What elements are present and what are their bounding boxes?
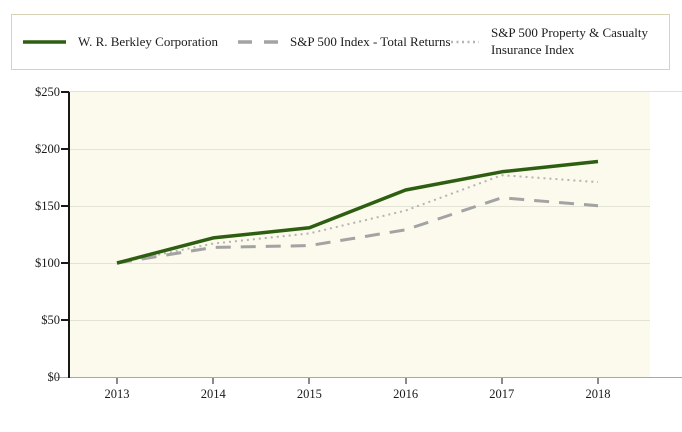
top-boundary-line bbox=[69, 91, 682, 92]
y-axis-line bbox=[68, 92, 70, 378]
x-axis-label: 2016 bbox=[393, 387, 419, 401]
gridline bbox=[69, 320, 650, 321]
gridline bbox=[69, 149, 650, 150]
y-axis-label: $0 bbox=[47, 370, 61, 384]
x-axis-label: 2013 bbox=[104, 387, 130, 401]
y-axis-label: $200 bbox=[35, 142, 60, 156]
data-lines bbox=[116, 159, 599, 265]
legend-sample-glyph bbox=[238, 40, 278, 44]
chart-legend: W. R. Berkley Corporation S&P 500 Index … bbox=[11, 14, 670, 70]
y-axis-label: $150 bbox=[35, 199, 60, 213]
y-axis-label: $250 bbox=[35, 85, 60, 99]
x-axis-tick bbox=[597, 378, 599, 384]
x-axis-label: 2018 bbox=[585, 387, 611, 401]
legend-item-sp500-pc-insurance: S&P 500 Property & Casualty Insurance In… bbox=[451, 15, 671, 69]
legend-item-sp500-total-returns: S&P 500 Index - Total Returns bbox=[238, 15, 451, 69]
legend-line-sample-solid bbox=[23, 39, 66, 45]
x-axis-tick bbox=[308, 378, 311, 384]
legend-sample-glyph bbox=[23, 40, 66, 44]
y-axis-tick bbox=[61, 91, 69, 93]
series-line-solid bbox=[116, 159, 599, 265]
x-axis-label: 2014 bbox=[200, 387, 226, 401]
y-axis-tick bbox=[61, 262, 69, 264]
x-axis-label: 2015 bbox=[296, 387, 322, 401]
series-line-dotted bbox=[116, 174, 599, 264]
y-axis-tick bbox=[61, 148, 69, 150]
plot-area bbox=[69, 92, 650, 377]
x-axis-line bbox=[56, 377, 682, 378]
legend-label: S&P 500 Index - Total Returns bbox=[290, 33, 451, 49]
x-axis-label: 2017 bbox=[489, 387, 515, 401]
legend-line-sample-dashed bbox=[238, 39, 278, 45]
y-axis-tick bbox=[61, 319, 69, 321]
legend-sample-glyph bbox=[451, 40, 479, 44]
x-axis-tick bbox=[116, 378, 118, 384]
y-axis-label: $50 bbox=[41, 313, 60, 327]
y-axis-label: $100 bbox=[35, 256, 60, 270]
legend-label: S&P 500 Property & Casualty Insurance In… bbox=[491, 25, 648, 57]
legend-item-wr-berkley: W. R. Berkley Corporation bbox=[23, 15, 218, 69]
gridline bbox=[69, 263, 650, 264]
legend-line-sample-dotted bbox=[451, 39, 479, 45]
y-axis-tick bbox=[61, 205, 69, 207]
series-line-dashed bbox=[116, 196, 599, 265]
x-axis-tick bbox=[500, 378, 503, 384]
legend-label: W. R. Berkley Corporation bbox=[78, 33, 218, 49]
x-axis-tick bbox=[404, 378, 407, 384]
x-axis-tick bbox=[212, 378, 215, 384]
